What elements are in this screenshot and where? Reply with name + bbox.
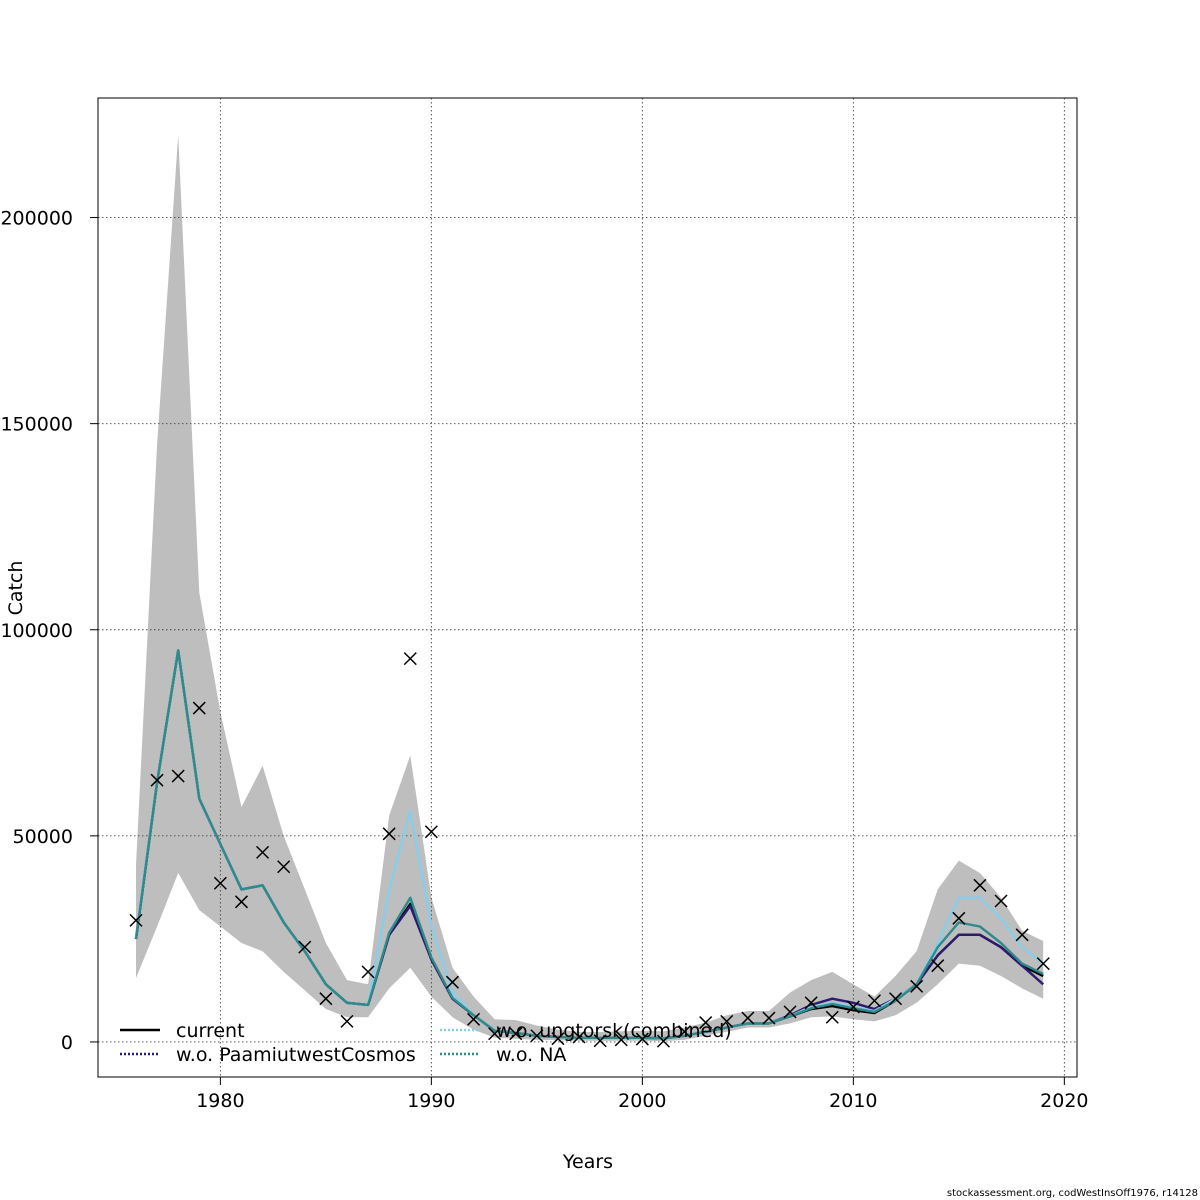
- observation-marker: [298, 940, 312, 954]
- legend: current w.o. ungtorsk(combined) w.o. Paami…: [120, 1020, 732, 1066]
- y-tick-label: 150000: [0, 414, 73, 436]
- observation-marker: [213, 876, 227, 890]
- legend-item: current: [120, 1020, 245, 1042]
- observation-marker: [720, 1014, 734, 1028]
- observation-marker: [319, 992, 333, 1006]
- observation-marker: [530, 1029, 544, 1043]
- observation-marker: [256, 845, 270, 859]
- legend-label: w.o. NA: [496, 1044, 566, 1066]
- x-axis-title: Years: [562, 1151, 613, 1173]
- observation-marker: [614, 1033, 628, 1047]
- observation-marker: [150, 773, 164, 787]
- observation-marker: [825, 1010, 839, 1024]
- observation-marker: [1036, 957, 1050, 971]
- observation-marker: [931, 959, 945, 973]
- observation-marker: [910, 979, 924, 993]
- observation-marker: [783, 1005, 797, 1019]
- confidence-band-layer: [136, 135, 1044, 1042]
- observation-marker: [551, 1032, 565, 1046]
- legend-item: w.o. PaamiutwestCosmos: [120, 1044, 416, 1066]
- observation-marker: [340, 1014, 354, 1028]
- observation-marker: [593, 1034, 607, 1048]
- observation-marker: [1015, 928, 1029, 942]
- plot-frame: [97, 97, 1078, 1078]
- legend-item: w.o. ungtorsk(combined): [440, 1020, 732, 1042]
- observation-marker: [424, 825, 438, 839]
- y-tick-label: 50000: [13, 826, 73, 848]
- observation-marker: [382, 827, 396, 841]
- observation-marker: [361, 965, 375, 979]
- observation-marker: [467, 1012, 481, 1026]
- legend-item: w.o. NA: [440, 1044, 566, 1066]
- observation-layer: [129, 652, 1050, 1048]
- footer-credit: stockassessment.org, codWestInsOff1976, …: [946, 1188, 1198, 1199]
- observation-marker: [952, 911, 966, 925]
- observation-marker: [699, 1016, 713, 1030]
- x-tick-label: 1980: [196, 1090, 244, 1112]
- observation-marker: [678, 1025, 692, 1039]
- x-tick-label: 1990: [407, 1090, 455, 1112]
- observation-marker: [572, 1030, 586, 1044]
- observation-marker: [994, 894, 1008, 908]
- grid-layer: [98, 98, 1077, 1077]
- x-tick-label: 2020: [1040, 1090, 1088, 1112]
- observation-marker: [129, 913, 143, 927]
- x-tick-label: 2000: [618, 1090, 666, 1112]
- observation-marker: [192, 701, 206, 715]
- observation-marker: [509, 1027, 523, 1041]
- observation-marker: [635, 1032, 649, 1046]
- observation-marker: [889, 992, 903, 1006]
- observation-marker: [741, 1011, 755, 1025]
- observation-marker: [762, 1011, 776, 1025]
- legend-label: w.o. ungtorsk(combined): [496, 1020, 732, 1042]
- confidence-band: [136, 135, 1044, 1042]
- y-tick-label: 0: [61, 1032, 73, 1054]
- y-tick-label: 100000: [0, 620, 73, 642]
- observation-marker: [867, 994, 881, 1008]
- y-axis-title: Catch: [5, 561, 27, 616]
- x-tick-label: 2010: [829, 1090, 877, 1112]
- observation-marker: [234, 895, 249, 909]
- observation-marker: [973, 878, 987, 892]
- observation-marker: [277, 860, 291, 874]
- y-tick-label: 200000: [0, 208, 73, 230]
- observation-marker: [403, 652, 417, 666]
- legend-label: w.o. PaamiutwestCosmos: [176, 1044, 416, 1066]
- observation-marker: [804, 996, 818, 1010]
- axes-layer: 1980 1990 2000 2010 2020 0 50000 100000 150000 20…: [0, 208, 1088, 1112]
- observation-marker: [846, 1000, 860, 1014]
- observation-marker: [171, 769, 185, 783]
- legend-label: current: [176, 1020, 245, 1042]
- observation-marker: [656, 1034, 670, 1048]
- observation-marker: [445, 975, 459, 989]
- observation-marker: [488, 1027, 502, 1041]
